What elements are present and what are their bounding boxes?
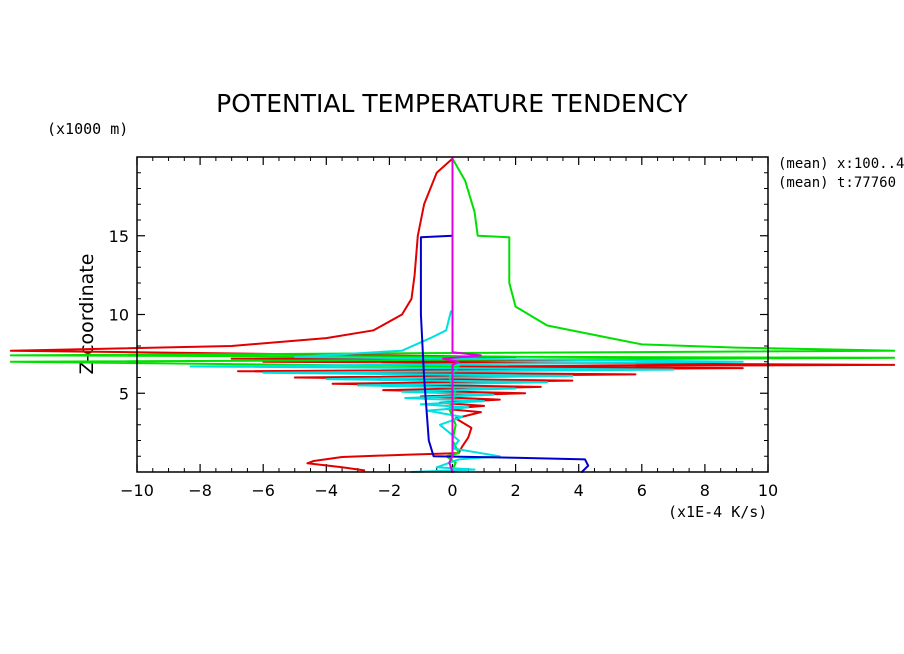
y-tick-label: 5 [119, 384, 129, 403]
x-tick-label: −4 [315, 481, 339, 500]
y-tick-label: 10 [109, 306, 129, 325]
y-axis-label: Z-coordinate [76, 254, 98, 375]
annotation-x-mean: (mean) x:100..4 [778, 156, 904, 172]
x-axis-label: (x1E-4 K/s) [668, 503, 767, 521]
x-tick-label: −2 [378, 481, 402, 500]
x-tick-label: 8 [700, 481, 710, 500]
axis-ticks: −10 −8 −6 −4 −2 0 2 4 6 8 10 5 10 15 [109, 157, 778, 500]
series-line-red [9, 157, 896, 472]
x-tick-label: 6 [637, 481, 647, 500]
x-tick-label: 4 [574, 481, 584, 500]
x-tick-label: −10 [120, 481, 154, 500]
x-tick-label: 0 [447, 481, 457, 500]
x-tick-label: −8 [188, 481, 212, 500]
x-tick-label: 10 [758, 481, 778, 500]
series-line-magenta [442, 157, 482, 473]
x-tick-label: 2 [511, 481, 521, 500]
chart-title: POTENTIAL TEMPERATURE TENDENCY [216, 89, 688, 118]
series-layer [9, 157, 896, 473]
series-line-cyan [189, 310, 744, 473]
y-axis-unit: (x1000 m) [47, 120, 128, 138]
annotation-t-mean: (mean) t:77760 [778, 175, 896, 191]
y-tick-label: 15 [109, 227, 129, 246]
plot-frame [136, 156, 769, 473]
series-line-blue [419, 234, 590, 473]
x-tick-label: −6 [251, 481, 275, 500]
